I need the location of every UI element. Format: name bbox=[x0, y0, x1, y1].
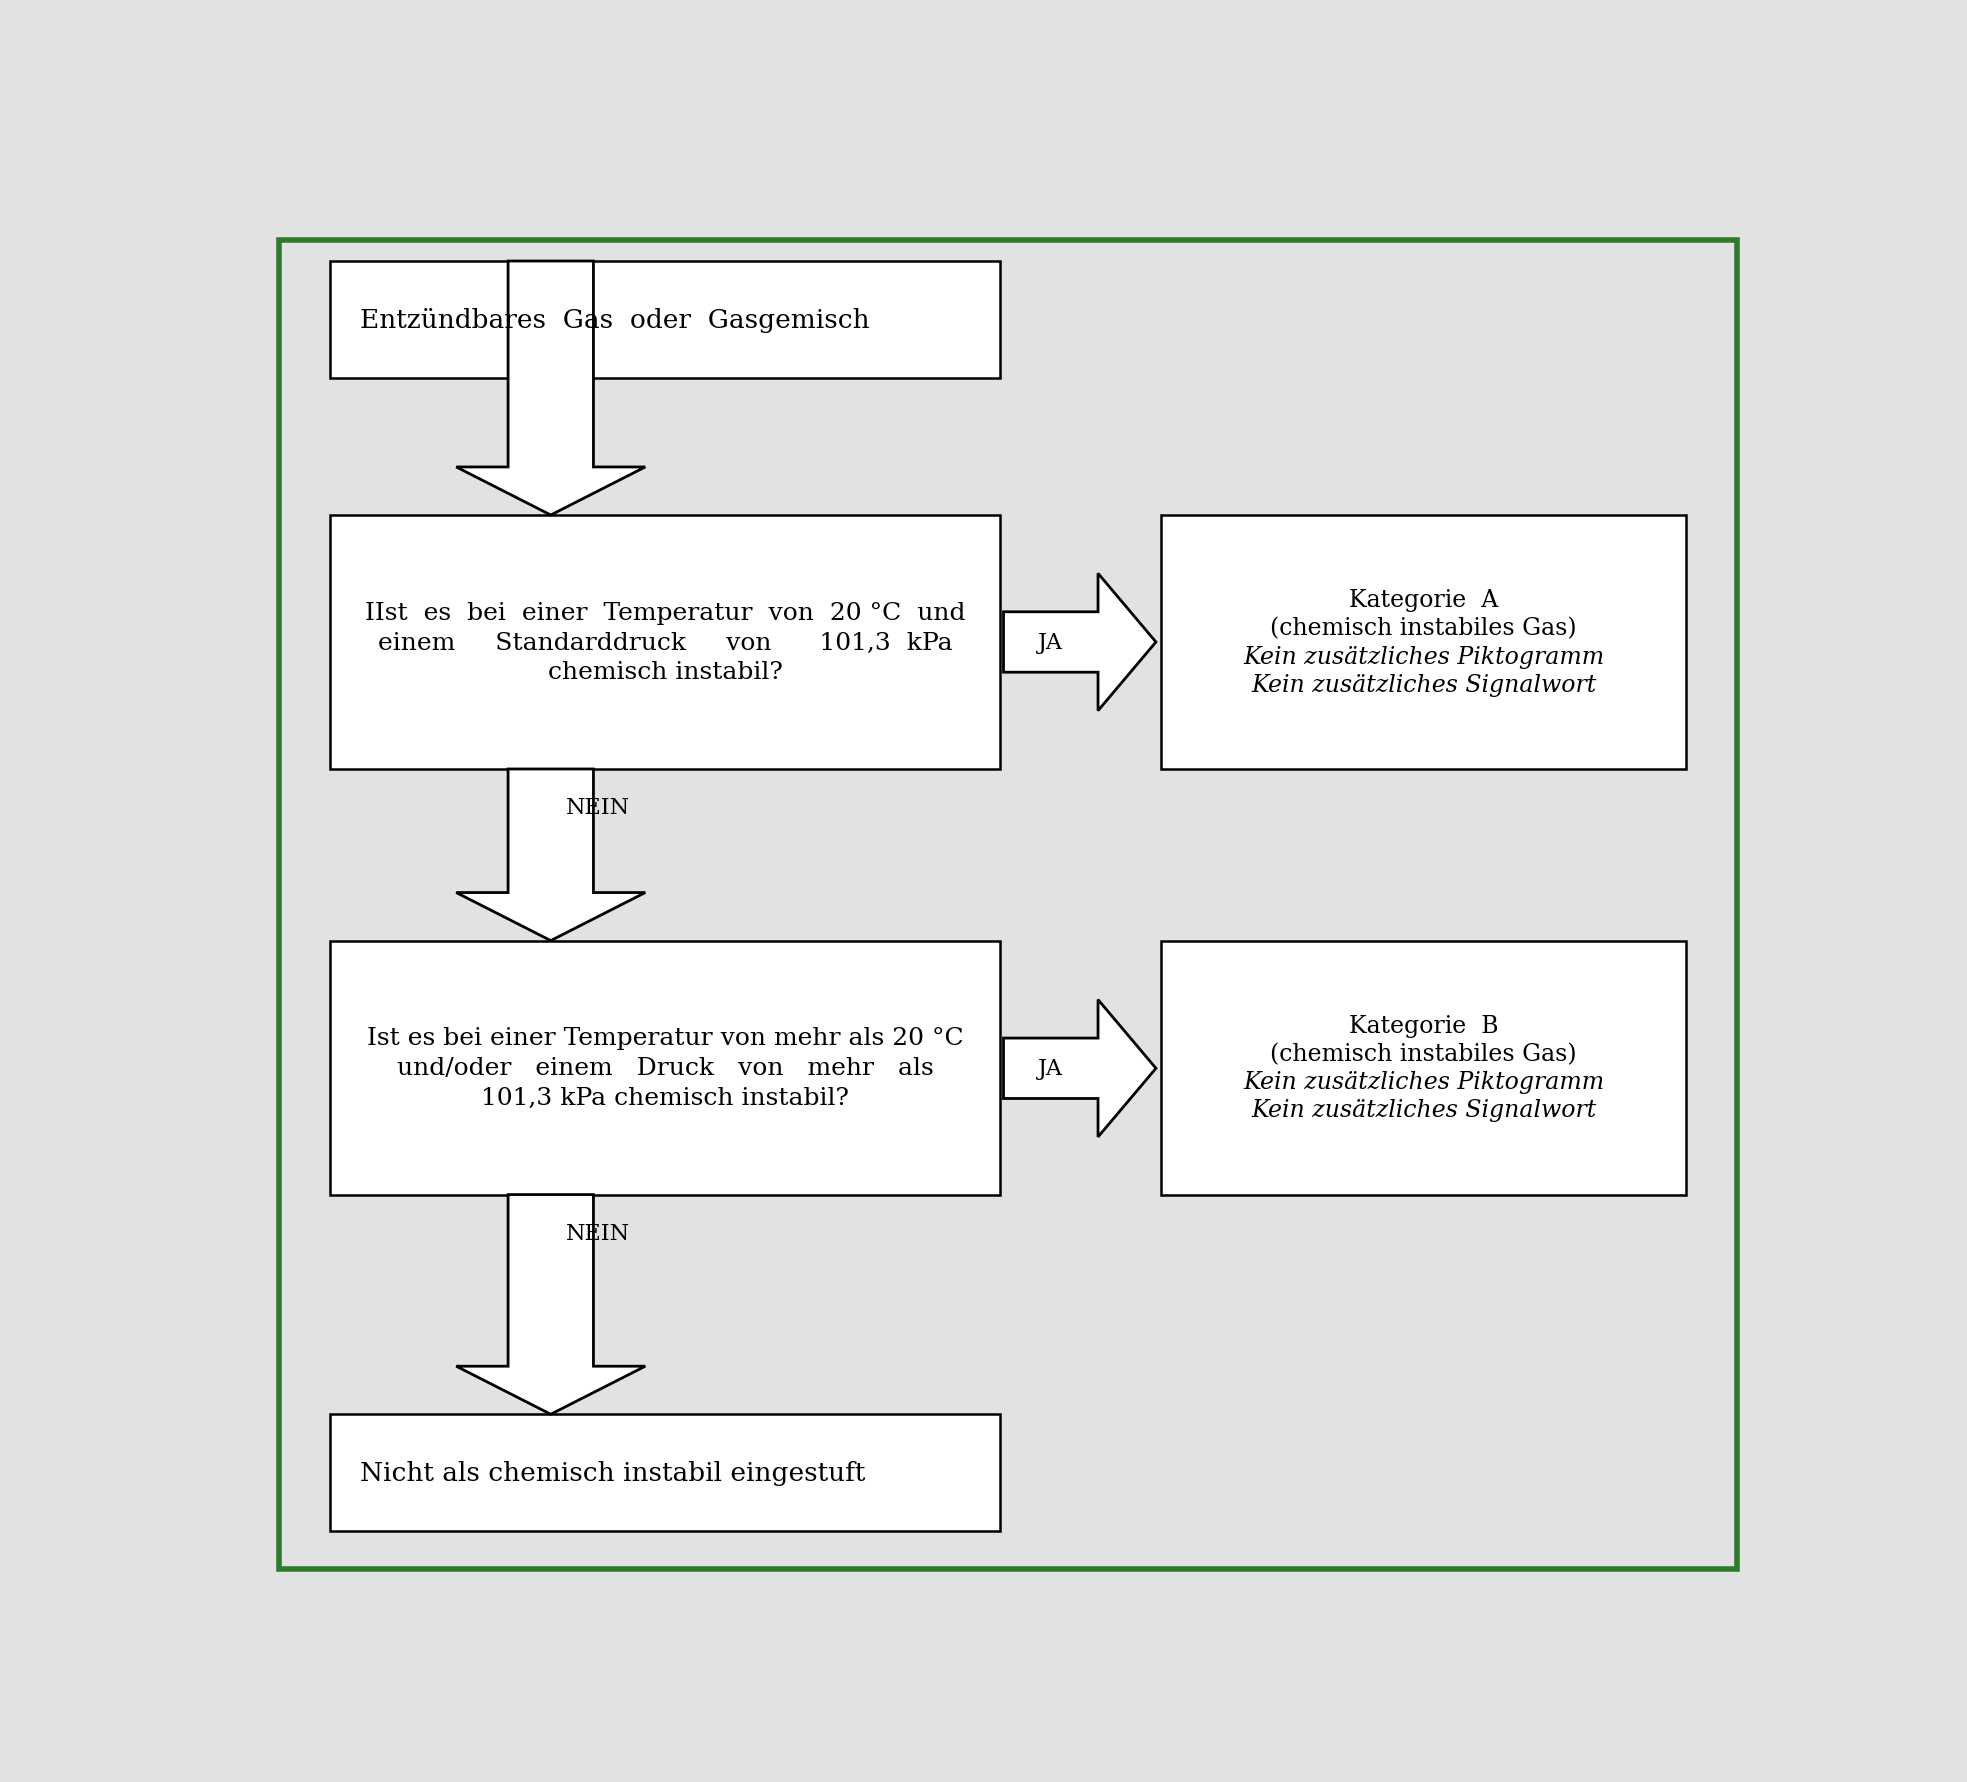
Text: chemisch instabil?: chemisch instabil? bbox=[547, 661, 783, 684]
Polygon shape bbox=[1003, 574, 1157, 711]
Polygon shape bbox=[456, 262, 645, 515]
Text: Kein zusätzliches Piktogramm: Kein zusätzliches Piktogramm bbox=[1243, 645, 1603, 668]
FancyBboxPatch shape bbox=[330, 515, 1001, 770]
FancyBboxPatch shape bbox=[1161, 515, 1686, 770]
Text: Kein zusätzliches Piktogramm: Kein zusätzliches Piktogramm bbox=[1243, 1071, 1603, 1094]
Text: Kein zusätzliches Signalwort: Kein zusätzliches Signalwort bbox=[1251, 674, 1595, 697]
Text: Nicht als chemisch instabil eingestuft: Nicht als chemisch instabil eingestuft bbox=[360, 1459, 865, 1484]
FancyBboxPatch shape bbox=[330, 1415, 1001, 1531]
Text: (chemisch instabiles Gas): (chemisch instabiles Gas) bbox=[1271, 617, 1578, 640]
Polygon shape bbox=[1003, 1000, 1157, 1137]
Text: NEIN: NEIN bbox=[566, 1222, 629, 1244]
FancyBboxPatch shape bbox=[330, 941, 1001, 1196]
Polygon shape bbox=[456, 1196, 645, 1415]
Text: Kein zusätzliches Signalwort: Kein zusätzliches Signalwort bbox=[1251, 1099, 1595, 1121]
Text: Kategorie  B: Kategorie B bbox=[1349, 1014, 1499, 1037]
Polygon shape bbox=[456, 770, 645, 941]
Text: IIst  es  bei  einer  Temperatur  von  20 °C  und: IIst es bei einer Temperatur von 20 °C u… bbox=[364, 601, 966, 624]
Text: Entzündbares  Gas  oder  Gasgemisch: Entzündbares Gas oder Gasgemisch bbox=[360, 308, 869, 333]
Text: und/oder   einem   Druck   von   mehr   als: und/oder einem Druck von mehr als bbox=[397, 1057, 934, 1080]
Text: NEIN: NEIN bbox=[566, 797, 629, 820]
Text: Ist es bei einer Temperatur von mehr als 20 °C: Ist es bei einer Temperatur von mehr als… bbox=[366, 1026, 964, 1050]
FancyBboxPatch shape bbox=[330, 262, 1001, 378]
FancyBboxPatch shape bbox=[1161, 941, 1686, 1196]
Text: JA: JA bbox=[1039, 1059, 1064, 1080]
Text: 101,3 kPa chemisch instabil?: 101,3 kPa chemisch instabil? bbox=[482, 1087, 850, 1110]
Text: (chemisch instabiles Gas): (chemisch instabiles Gas) bbox=[1271, 1042, 1578, 1066]
Text: einem     Standarddruck     von      101,3  kPa: einem Standarddruck von 101,3 kPa bbox=[378, 631, 952, 654]
Text: JA: JA bbox=[1039, 631, 1064, 654]
Text: Kategorie  A: Kategorie A bbox=[1349, 588, 1499, 611]
